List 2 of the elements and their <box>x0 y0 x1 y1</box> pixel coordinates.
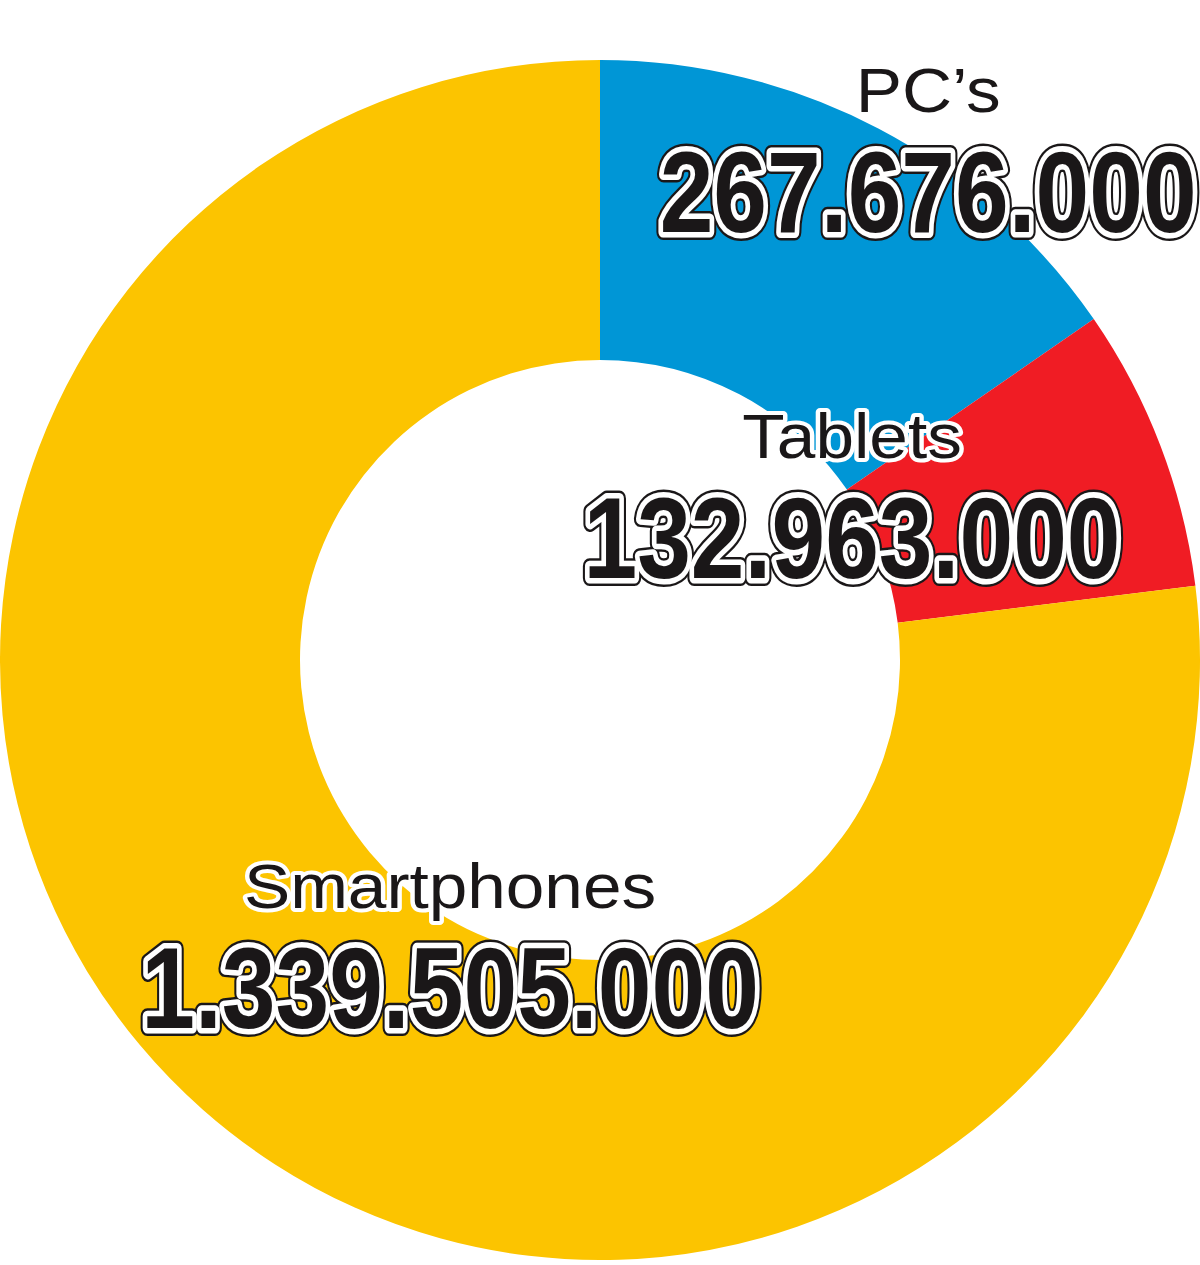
data-label: 1.339.505.000 <box>141 923 759 1053</box>
slice-label: PC’s <box>855 55 1001 126</box>
